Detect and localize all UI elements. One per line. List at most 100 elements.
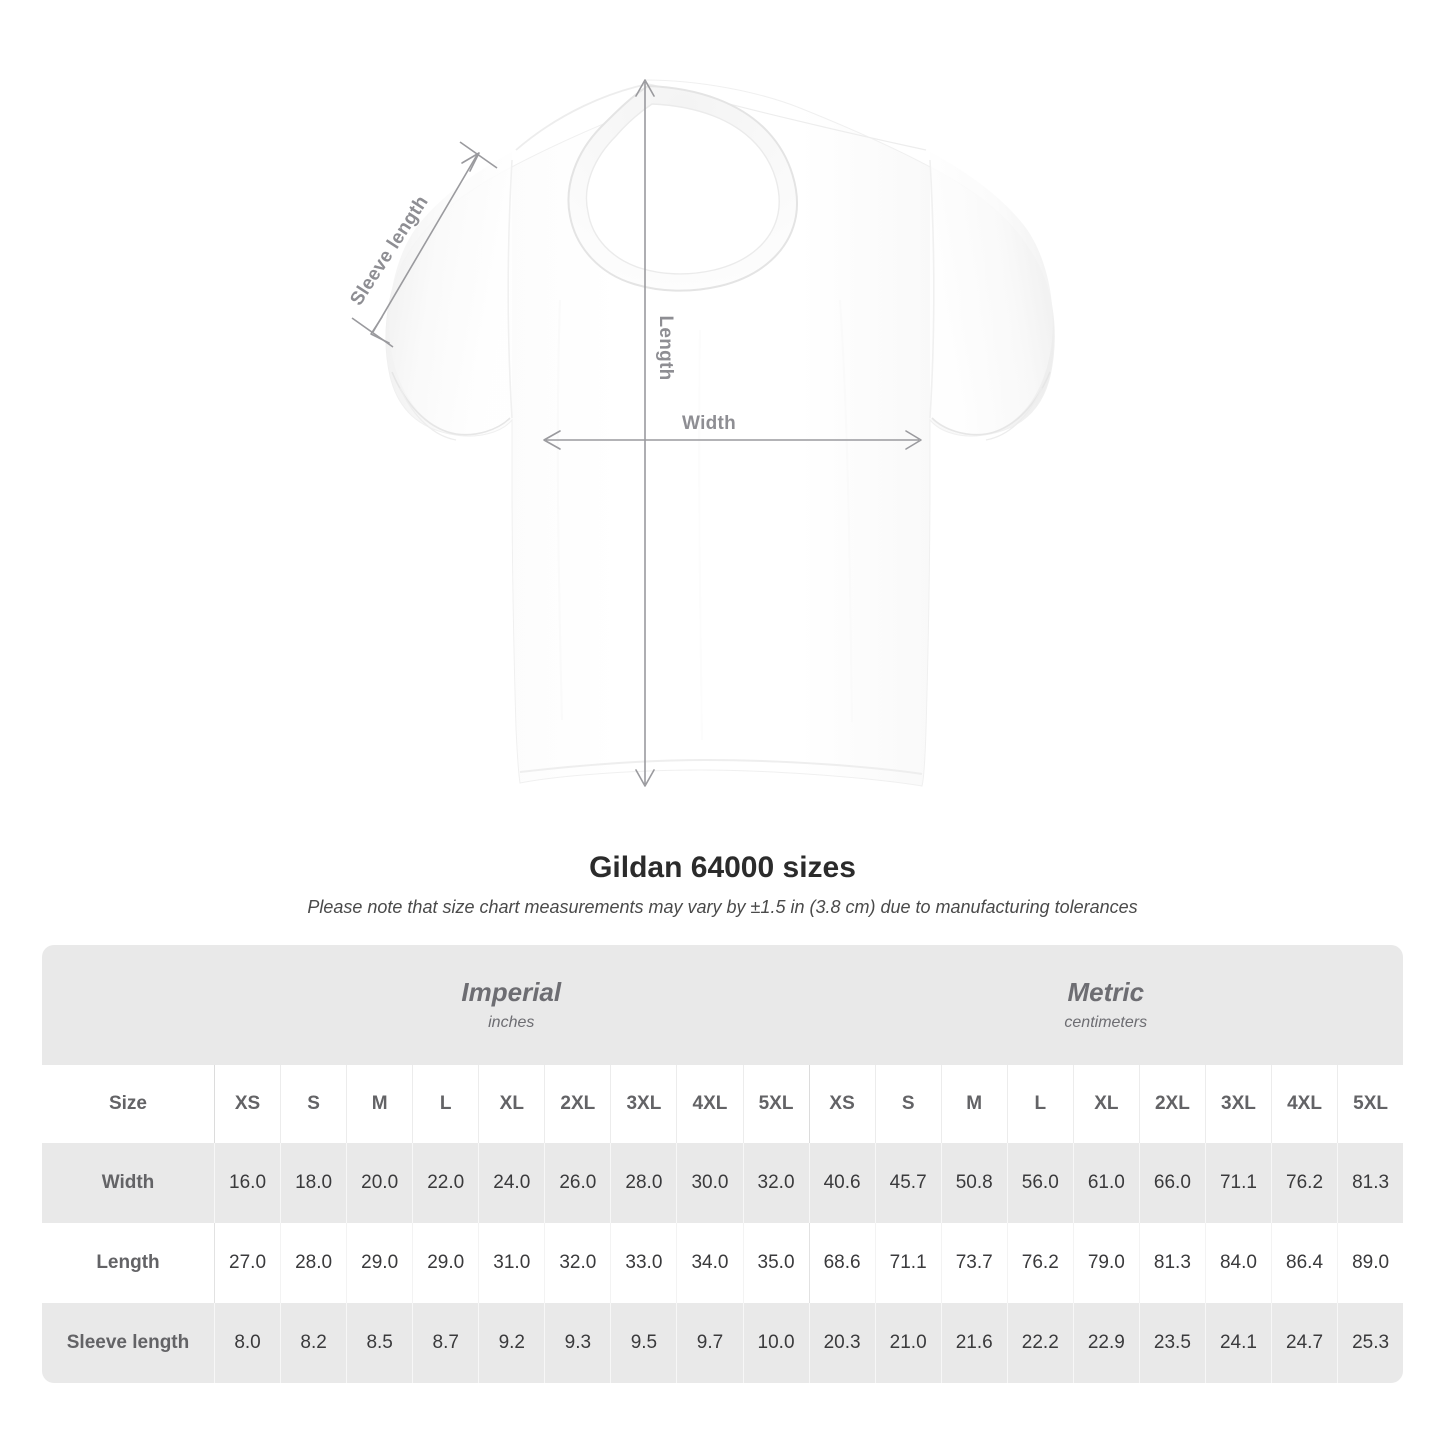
header-size-xs-metric: XS — [808, 1065, 875, 1143]
row-label-width: Width — [101, 1172, 155, 1193]
width-m-in: 20.0 — [346, 1143, 412, 1223]
sleeve-3xl-cm: 24.1 — [1204, 1303, 1271, 1383]
header-size-5xl-metric: 5XL — [1337, 1065, 1403, 1143]
table-row-length: Length 27.0 28.0 29.0 29.0 31.0 32.0 33.… — [42, 1223, 1403, 1303]
size-chart-table: Imperial inches Metric centimeters Size … — [42, 945, 1403, 1383]
header-size-3xl-imperial: 3XL — [610, 1065, 676, 1143]
header-size-m-imperial: M — [346, 1065, 412, 1143]
sleeve-5xl-in: 10.0 — [742, 1303, 809, 1383]
width-l-cm: 56.0 — [1006, 1143, 1073, 1223]
unit-systems-header: Imperial inches Metric centimeters — [42, 945, 1403, 1065]
length-5xl-cm: 89.0 — [1337, 1223, 1403, 1303]
width-dimension-line — [543, 430, 922, 450]
header-size-s-imperial: S — [280, 1065, 346, 1143]
width-5xl-cm: 81.3 — [1337, 1143, 1403, 1223]
width-xs-cm: 40.6 — [808, 1143, 875, 1223]
sleeve-2xl-cm: 23.5 — [1138, 1303, 1205, 1383]
length-4xl-cm: 86.4 — [1271, 1223, 1337, 1303]
width-4xl-in: 30.0 — [676, 1143, 742, 1223]
header-size-5xl-imperial: 5XL — [742, 1065, 809, 1143]
shirt-silhouette — [385, 79, 1055, 787]
sleeve-4xl-cm: 24.7 — [1271, 1303, 1337, 1383]
header-size-xs-imperial: XS — [214, 1065, 280, 1143]
width-m-cm: 50.8 — [940, 1143, 1007, 1223]
tolerance-note: Please note that size chart measurements… — [307, 897, 1138, 917]
sleeve-l-cm: 22.2 — [1006, 1303, 1073, 1383]
header-size-3xl-metric: 3XL — [1204, 1065, 1271, 1143]
sleeve-s-in: 8.2 — [280, 1303, 346, 1383]
metric-subtitle: centimeters — [1064, 1013, 1148, 1031]
length-5xl-in: 35.0 — [742, 1223, 809, 1303]
header-size-l-metric: L — [1006, 1065, 1073, 1143]
length-l-in: 29.0 — [412, 1223, 478, 1303]
length-xs-in: 27.0 — [214, 1223, 280, 1303]
sleeve-3xl-in: 9.5 — [610, 1303, 676, 1383]
header-size-xl-imperial: XL — [478, 1065, 544, 1143]
header-size-label: Size — [108, 1093, 148, 1114]
header-size-4xl-metric: 4XL — [1271, 1065, 1337, 1143]
sleeve-l-in: 8.7 — [412, 1303, 478, 1383]
header-size-2xl-metric: 2XL — [1138, 1065, 1205, 1143]
unit-system-imperial: Imperial inches — [214, 945, 809, 1065]
table-row-width: Width 16.0 18.0 20.0 22.0 24.0 26.0 28.0… — [42, 1143, 1403, 1223]
header-size-2xl-imperial: 2XL — [544, 1065, 610, 1143]
table-header-row: Size XS S M L XL 2XL 3XL 4XL 5XL XS S M … — [42, 1065, 1403, 1143]
sleeve-length-dimension-line — [351, 141, 498, 348]
length-l-cm: 76.2 — [1006, 1223, 1073, 1303]
sleeve-5xl-cm: 25.3 — [1337, 1303, 1403, 1383]
length-xl-in: 31.0 — [478, 1223, 544, 1303]
row-label-length: Length — [96, 1252, 160, 1273]
length-xs-cm: 68.6 — [808, 1223, 875, 1303]
sleeve-xs-in: 8.0 — [214, 1303, 280, 1383]
length-2xl-cm: 81.3 — [1138, 1223, 1205, 1303]
row-label-sleeve-length: Sleeve length — [66, 1332, 190, 1353]
length-s-in: 28.0 — [280, 1223, 346, 1303]
length-dimension-line — [635, 79, 655, 787]
metric-title: Metric — [1067, 977, 1145, 1008]
width-4xl-cm: 76.2 — [1271, 1143, 1337, 1223]
length-4xl-in: 34.0 — [676, 1223, 742, 1303]
sleeve-4xl-in: 9.7 — [676, 1303, 742, 1383]
sleeve-m-in: 8.5 — [346, 1303, 412, 1383]
width-3xl-cm: 71.1 — [1204, 1143, 1271, 1223]
length-3xl-cm: 84.0 — [1204, 1223, 1271, 1303]
imperial-subtitle: inches — [488, 1013, 535, 1031]
tshirt-illustration — [351, 79, 1055, 787]
width-xs-in: 16.0 — [214, 1143, 280, 1223]
dimension-lines — [351, 79, 922, 787]
sleeve-2xl-in: 9.3 — [544, 1303, 610, 1383]
length-m-in: 29.0 — [346, 1223, 412, 1303]
sleeve-s-cm: 21.0 — [874, 1303, 941, 1383]
imperial-title: Imperial — [461, 977, 562, 1008]
header-size-s-metric: S — [874, 1065, 941, 1143]
width-2xl-cm: 66.0 — [1138, 1143, 1205, 1223]
table-row-sleeve-length: Sleeve length 8.0 8.2 8.5 8.7 9.2 9.3 9.… — [42, 1303, 1403, 1383]
width-3xl-in: 28.0 — [610, 1143, 676, 1223]
width-s-in: 18.0 — [280, 1143, 346, 1223]
length-xl-cm: 79.0 — [1072, 1223, 1139, 1303]
sleeve-xl-in: 9.2 — [478, 1303, 544, 1383]
length-2xl-in: 32.0 — [544, 1223, 610, 1303]
header-size-l-imperial: L — [412, 1065, 478, 1143]
unit-system-metric: Metric centimeters — [809, 945, 1404, 1065]
header-size-xl-metric: XL — [1072, 1065, 1139, 1143]
width-s-cm: 45.7 — [874, 1143, 941, 1223]
width-l-in: 22.0 — [412, 1143, 478, 1223]
header-size-4xl-imperial: 4XL — [676, 1065, 742, 1143]
length-s-cm: 71.1 — [874, 1223, 941, 1303]
width-xl-in: 24.0 — [478, 1143, 544, 1223]
width-label: Width — [682, 413, 737, 434]
unit-header-spacer — [42, 945, 214, 1065]
sleeve-xl-cm: 22.9 — [1072, 1303, 1139, 1383]
width-2xl-in: 26.0 — [544, 1143, 610, 1223]
sleeve-m-cm: 21.6 — [940, 1303, 1007, 1383]
length-3xl-in: 33.0 — [610, 1223, 676, 1303]
header-size-m-metric: M — [940, 1065, 1007, 1143]
page-title: Gildan 64000 sizes — [589, 851, 856, 884]
length-m-cm: 73.7 — [940, 1223, 1007, 1303]
width-5xl-in: 32.0 — [742, 1143, 809, 1223]
sleeve-xs-cm: 20.3 — [808, 1303, 875, 1383]
length-label: Length — [655, 315, 676, 381]
width-xl-cm: 61.0 — [1072, 1143, 1139, 1223]
